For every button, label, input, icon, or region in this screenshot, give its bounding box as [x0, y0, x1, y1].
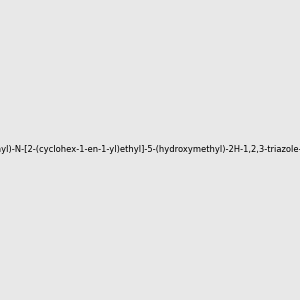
Text: 2-(2-chlorophenyl)-N-[2-(cyclohex-1-en-1-yl)ethyl]-5-(hydroxymethyl)-2H-1,2,3-tr: 2-(2-chlorophenyl)-N-[2-(cyclohex-1-en-1… — [0, 146, 300, 154]
